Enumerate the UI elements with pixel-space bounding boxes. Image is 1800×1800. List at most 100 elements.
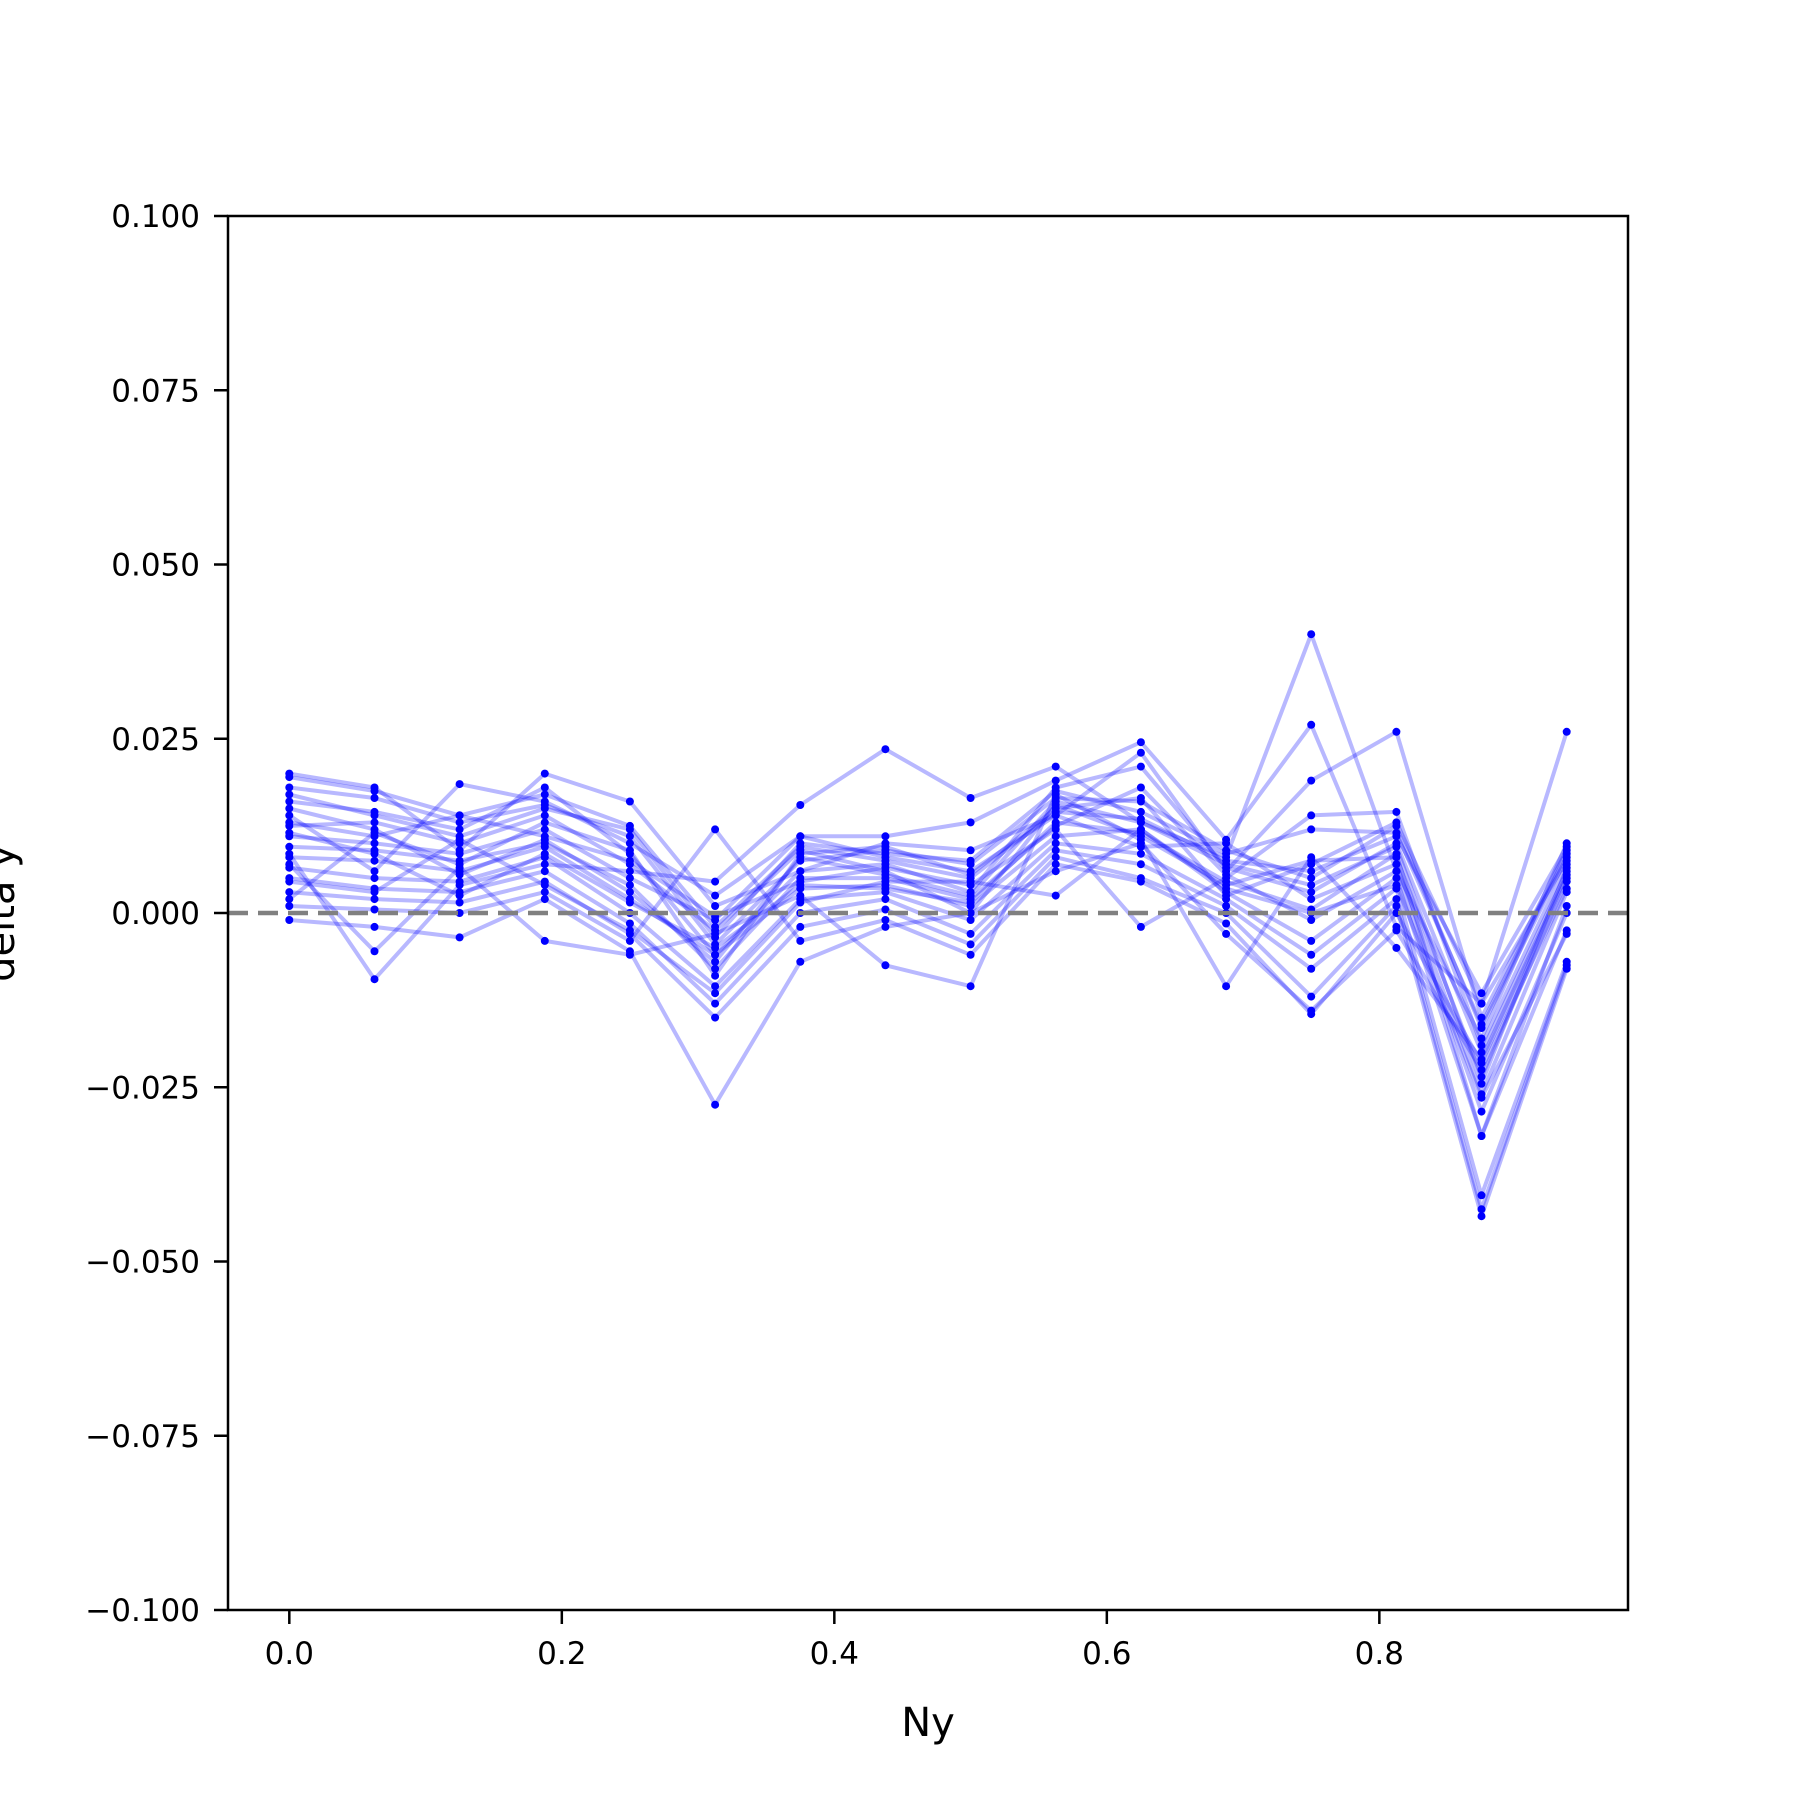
data-point: [1307, 916, 1316, 924]
data-point: [881, 905, 890, 914]
data-point: [966, 909, 975, 917]
series-line-16: [288, 809, 1569, 1048]
data-point: [1562, 870, 1571, 879]
data-point: [370, 888, 379, 897]
data-point: [1477, 1132, 1486, 1140]
data-point: [1136, 825, 1145, 834]
data-point: [625, 874, 634, 883]
data-point: [455, 811, 464, 820]
data-point: [1136, 849, 1145, 858]
points-layer: [285, 630, 1571, 1221]
data-point: [625, 881, 634, 890]
data-point: [1136, 807, 1145, 816]
data-point: [455, 818, 464, 827]
data-point: [370, 783, 379, 792]
data-point: [711, 1100, 720, 1109]
data-point: [1051, 797, 1060, 806]
y-tick-label: 0.075: [111, 373, 200, 409]
data-point: [796, 801, 805, 809]
data-point: [711, 971, 720, 980]
y-tick-label: 0.000: [111, 896, 200, 932]
data-point: [966, 950, 975, 959]
series-line-19: [288, 799, 1569, 1086]
series-line-17: [287, 792, 1569, 1062]
data-point: [1136, 818, 1145, 827]
data-point: [540, 783, 549, 792]
y-axis-label: delta y: [0, 844, 24, 982]
data-point: [1051, 846, 1060, 855]
data-point: [796, 832, 805, 841]
y-tick-label: −0.050: [85, 1245, 200, 1281]
data-point: [796, 839, 805, 848]
data-point: [1307, 936, 1316, 945]
data-point: [1136, 748, 1145, 757]
data-point: [711, 982, 720, 991]
data-point: [370, 828, 379, 837]
data-point: [711, 950, 720, 959]
series-line-8: [289, 841, 1569, 1198]
data-point: [1222, 860, 1231, 869]
data-point: [1222, 884, 1231, 893]
series-line-9: [289, 848, 1569, 1212]
data-point: [966, 982, 975, 991]
data-point: [1307, 964, 1316, 973]
data-point: [285, 860, 294, 869]
data-point: [625, 867, 634, 876]
data-point: [1136, 922, 1145, 931]
data-point: [285, 811, 294, 820]
data-point: [881, 895, 890, 904]
data-point: [1392, 818, 1401, 827]
data-point: [285, 828, 294, 837]
data-point: [1477, 1191, 1486, 1200]
data-point: [540, 825, 549, 834]
data-point: [1307, 825, 1316, 834]
data-point: [796, 922, 805, 931]
data-point: [1392, 902, 1401, 910]
data-point: [1136, 783, 1145, 792]
series-line-20: [288, 820, 1569, 1138]
data-point: [455, 780, 464, 789]
data-point: [881, 961, 890, 970]
data-point: [711, 964, 720, 973]
data-point: [1222, 919, 1231, 928]
data-point: [455, 870, 464, 879]
data-point: [285, 818, 294, 827]
series-line-18: [288, 789, 1569, 1027]
data-point: [966, 877, 975, 886]
data-point: [1136, 794, 1145, 802]
data-point: [625, 950, 634, 959]
data-point: [370, 867, 379, 876]
data-point: [881, 832, 890, 841]
data-point: [1392, 867, 1401, 876]
series-line-5: [289, 813, 1569, 1097]
data-point: [285, 804, 294, 813]
data-point: [1222, 902, 1231, 910]
data-point: [1307, 895, 1316, 904]
data-point: [455, 898, 464, 907]
data-point: [625, 919, 634, 928]
data-point: [796, 881, 805, 890]
data-point: [1477, 989, 1486, 998]
series-line-12: [289, 841, 1569, 1107]
data-point: [625, 898, 634, 907]
data-point: [1307, 720, 1316, 729]
data-point: [1562, 856, 1571, 865]
y-axis-ticks: 0.100 0.075 0.050 0.025 0.000 −0.025 −0.050 −0.…: [85, 199, 228, 1629]
data-point: [1136, 877, 1145, 886]
series-line-13: [287, 632, 1569, 1041]
series-line-15: [288, 729, 1569, 1020]
data-point: [455, 825, 464, 834]
data-point: [1392, 895, 1401, 904]
data-point: [370, 895, 379, 904]
data-point: [625, 936, 634, 945]
data-point: [966, 929, 975, 938]
data-point: [1307, 881, 1316, 890]
data-point: [1222, 982, 1231, 991]
data-point: [540, 888, 549, 897]
data-point: [455, 835, 464, 844]
data-point: [1477, 1205, 1486, 1214]
data-point: [370, 947, 379, 956]
data-point: [1562, 839, 1571, 848]
data-point: [1562, 849, 1571, 858]
